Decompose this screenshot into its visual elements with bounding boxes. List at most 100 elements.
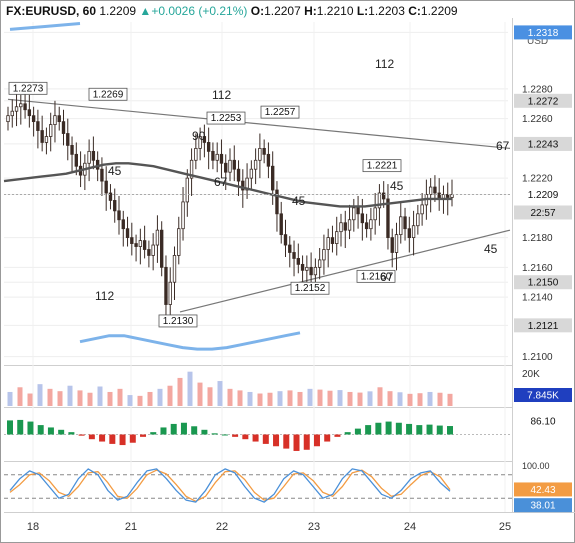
candle-body xyxy=(151,244,155,256)
oscillator-bar xyxy=(303,434,310,450)
candle-body xyxy=(164,266,168,305)
oscillator-bar xyxy=(68,432,75,435)
oscillator-bar xyxy=(447,426,453,435)
price-tick-label: 1.2100 xyxy=(522,352,553,363)
oscillator-bar xyxy=(334,434,341,437)
oscillator-bar xyxy=(37,425,44,435)
candle-body xyxy=(416,213,420,227)
volume-bar xyxy=(7,391,13,406)
candle-body xyxy=(292,252,296,259)
price-change: +0.0026 (+0.21%) xyxy=(151,4,248,18)
swing-label-box xyxy=(88,87,128,101)
candle-body xyxy=(241,180,245,191)
candle-body xyxy=(142,240,147,250)
candle-body xyxy=(113,200,117,212)
oscillator-bar xyxy=(365,425,372,435)
oscillator-bar xyxy=(436,425,443,435)
volume-bar xyxy=(77,390,83,406)
candle-body xyxy=(446,194,450,198)
volume-bar xyxy=(117,388,123,406)
volume-bar xyxy=(57,391,63,406)
volume-bar xyxy=(287,390,293,406)
candle-body xyxy=(394,234,399,253)
oscillator-bar xyxy=(313,434,320,447)
volume-bar xyxy=(297,391,303,406)
candle-body xyxy=(189,159,194,179)
volume-bar xyxy=(337,390,343,406)
oscillator-bar xyxy=(426,424,433,435)
level-mark-label: 67 xyxy=(380,270,394,284)
oscillator-bar xyxy=(27,421,34,435)
swing-label: 1.2130 xyxy=(163,316,194,327)
price-tick-label: 1.2220 xyxy=(522,174,553,185)
candle-body xyxy=(104,180,108,194)
level-mark-label: 90 xyxy=(192,129,206,143)
swing-label-box xyxy=(362,159,402,173)
oscillator-bar xyxy=(324,434,331,442)
support-price-tag: 1.2150 xyxy=(528,278,559,289)
candle-body xyxy=(74,153,78,167)
lower-trend-line xyxy=(179,229,511,313)
swing-label: 1.2269 xyxy=(93,89,124,100)
oscillator-bar xyxy=(354,428,361,435)
level-mark-label: 45 xyxy=(484,242,498,256)
candle-body xyxy=(313,266,318,276)
stochastic-d-tag: 42.43 xyxy=(530,485,555,496)
volume-bar xyxy=(227,388,233,406)
candle-body xyxy=(202,136,207,143)
countdown-tag: 22:57 xyxy=(530,208,555,219)
symbol-label: FX:EURUSD, 60 xyxy=(6,4,97,18)
volume-bar xyxy=(267,392,273,406)
close-label: C: xyxy=(408,4,421,18)
upper-trend-line xyxy=(7,98,511,149)
candle-body xyxy=(403,216,407,230)
level-mark-label: 112 xyxy=(212,88,231,102)
candle-body xyxy=(14,106,19,112)
volume-bar xyxy=(437,392,443,406)
candle-body xyxy=(288,244,292,253)
upper-band-price-tag-bg xyxy=(514,25,572,40)
oscillator-value-tag: 86.10 xyxy=(530,417,555,428)
candle-body xyxy=(253,159,258,170)
low-value: 1.2203 xyxy=(368,4,405,18)
candle-body xyxy=(296,258,300,265)
upper-band-price-tag: 1.2318 xyxy=(528,28,559,39)
volume-bar xyxy=(347,391,353,406)
resistance-price-tag: 1.2272 xyxy=(528,96,559,107)
oscillator-value-tag-bg xyxy=(514,414,572,428)
candle-body xyxy=(125,228,130,239)
trend-price-tag-bg xyxy=(514,136,572,151)
candle-body xyxy=(364,222,369,230)
candle-body xyxy=(228,159,232,173)
trend-price-tag: 1.2243 xyxy=(528,139,559,150)
candle-body xyxy=(386,198,390,239)
oscillator-bar xyxy=(7,420,13,435)
oscillator-bar xyxy=(283,434,290,449)
candle-body xyxy=(224,162,228,173)
resistance-price-tag-bg xyxy=(514,93,572,108)
volume-bar xyxy=(167,385,173,406)
volume-bar xyxy=(317,389,323,406)
candle-body xyxy=(23,103,27,111)
high-value: 1.2210 xyxy=(316,4,354,18)
oscillator-bar xyxy=(395,422,402,435)
candle-body xyxy=(206,142,211,152)
oscillator-bar xyxy=(232,434,239,437)
candle-body xyxy=(211,150,215,161)
currency-label: USD xyxy=(527,36,548,47)
oscillator-bar xyxy=(375,422,382,435)
countdown-tag-bg xyxy=(514,205,572,220)
candle-body xyxy=(377,192,382,209)
oscillator-bar xyxy=(211,433,218,435)
chart-header: FX:EURUSD, 60 1.2209 ▲+0.0026 (+0.21%) O… xyxy=(6,4,458,18)
volume-bar xyxy=(47,388,53,406)
volume-value-tag: 7.845K xyxy=(527,391,559,402)
candle-body xyxy=(160,229,164,268)
oscillator-bar xyxy=(150,432,157,435)
oscillator-bar xyxy=(416,425,423,435)
candle-body xyxy=(236,168,241,182)
candle-body xyxy=(172,255,177,283)
swing-label: 1.2221 xyxy=(367,161,398,172)
volume-bar xyxy=(217,381,223,406)
